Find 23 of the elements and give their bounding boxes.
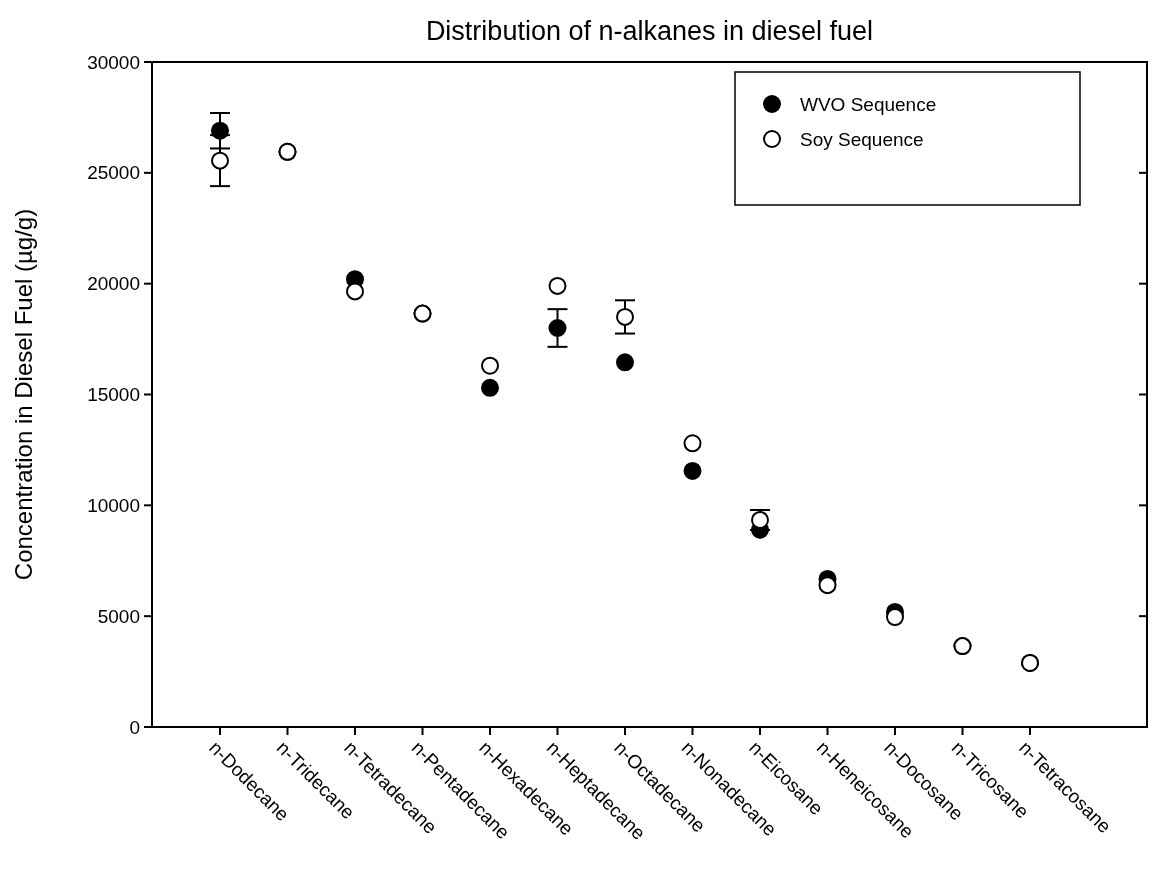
legend-label: Soy Sequence: [800, 128, 924, 150]
legend-label: WVO Sequence: [800, 93, 937, 115]
point: [346, 282, 364, 301]
y-tick-label: 25000: [87, 162, 140, 184]
point: [886, 608, 904, 627]
point: [548, 319, 567, 337]
point: [683, 461, 702, 480]
y-tick-label: 0: [129, 716, 140, 738]
y-tick-label: 20000: [87, 273, 140, 295]
point: [548, 276, 567, 295]
y-tick-label: 30000: [87, 51, 140, 73]
point: [481, 356, 499, 375]
y-tick-label: 5000: [97, 605, 140, 627]
point: [481, 378, 499, 397]
point: [683, 434, 702, 453]
y-axis-title: Concentration in Diesel Fuel (µg/g): [10, 208, 37, 581]
chart-title: Distribution of n-alkanes in diesel fuel: [425, 16, 874, 46]
point: [616, 307, 634, 326]
point: [211, 151, 229, 170]
point: [616, 353, 634, 372]
y-tick-label: 10000: [87, 494, 140, 516]
point: [818, 576, 837, 595]
y-tick-label: 15000: [87, 384, 140, 406]
